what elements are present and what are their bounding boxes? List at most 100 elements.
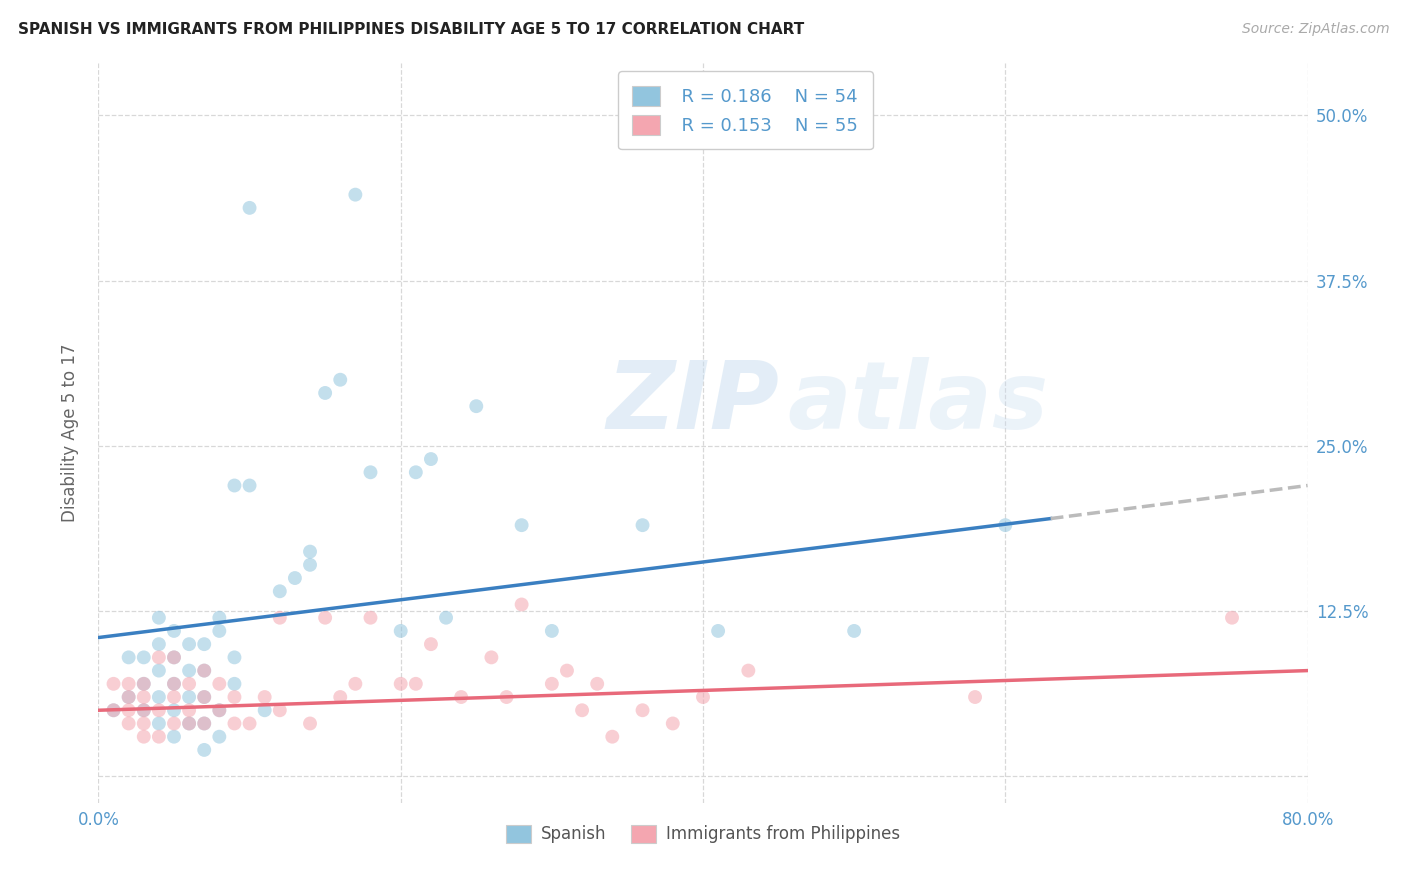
Point bbox=[193, 716, 215, 731]
Point bbox=[193, 743, 215, 757]
Point bbox=[224, 716, 246, 731]
Point bbox=[179, 637, 201, 651]
Point bbox=[103, 677, 125, 691]
Point bbox=[661, 716, 683, 731]
Point bbox=[208, 730, 231, 744]
Point bbox=[132, 703, 155, 717]
Point bbox=[118, 690, 141, 704]
Point bbox=[208, 624, 231, 638]
Point bbox=[163, 677, 186, 691]
Point bbox=[193, 664, 215, 678]
Point bbox=[179, 664, 201, 678]
Point bbox=[148, 716, 170, 731]
Point bbox=[510, 518, 533, 533]
Text: ZIP: ZIP bbox=[606, 357, 779, 449]
Point bbox=[163, 677, 186, 691]
Point bbox=[163, 703, 186, 717]
Point bbox=[284, 571, 307, 585]
Point bbox=[132, 703, 155, 717]
Point bbox=[269, 611, 291, 625]
Point bbox=[299, 716, 322, 731]
Point bbox=[163, 690, 186, 704]
Text: SPANISH VS IMMIGRANTS FROM PHILIPPINES DISABILITY AGE 5 TO 17 CORRELATION CHART: SPANISH VS IMMIGRANTS FROM PHILIPPINES D… bbox=[18, 22, 804, 37]
Point bbox=[631, 518, 654, 533]
Point bbox=[148, 664, 170, 678]
Point bbox=[737, 664, 759, 678]
Point bbox=[239, 201, 262, 215]
Point bbox=[224, 478, 246, 492]
Point bbox=[148, 703, 170, 717]
Text: Source: ZipAtlas.com: Source: ZipAtlas.com bbox=[1241, 22, 1389, 37]
Point bbox=[239, 478, 262, 492]
Point bbox=[193, 664, 215, 678]
Point bbox=[148, 730, 170, 744]
Point bbox=[692, 690, 714, 704]
Point bbox=[434, 611, 457, 625]
Point bbox=[179, 703, 201, 717]
Point bbox=[193, 690, 215, 704]
Point bbox=[148, 611, 170, 625]
Point bbox=[253, 690, 276, 704]
Point bbox=[132, 716, 155, 731]
Point bbox=[163, 650, 186, 665]
Point bbox=[314, 386, 336, 401]
Point bbox=[224, 677, 246, 691]
Point bbox=[193, 716, 215, 731]
Point bbox=[329, 690, 352, 704]
Point bbox=[179, 677, 201, 691]
Point bbox=[555, 664, 578, 678]
Point bbox=[450, 690, 472, 704]
Point bbox=[224, 690, 246, 704]
Point bbox=[163, 624, 186, 638]
Point bbox=[481, 650, 503, 665]
Point bbox=[360, 611, 382, 625]
Point bbox=[148, 650, 170, 665]
Point bbox=[269, 703, 291, 717]
Point bbox=[103, 703, 125, 717]
Point bbox=[299, 558, 322, 572]
Point bbox=[420, 452, 443, 467]
Point bbox=[994, 518, 1017, 533]
Point bbox=[118, 716, 141, 731]
Point bbox=[132, 650, 155, 665]
Point bbox=[208, 677, 231, 691]
Point bbox=[224, 650, 246, 665]
Point bbox=[193, 637, 215, 651]
Point bbox=[586, 677, 609, 691]
Point bbox=[163, 650, 186, 665]
Point bbox=[707, 624, 730, 638]
Point bbox=[148, 637, 170, 651]
Point bbox=[132, 690, 155, 704]
Point bbox=[540, 624, 562, 638]
Point bbox=[253, 703, 276, 717]
Point bbox=[389, 677, 412, 691]
Point bbox=[405, 677, 427, 691]
Point bbox=[179, 690, 201, 704]
Point bbox=[495, 690, 517, 704]
Point bbox=[344, 187, 367, 202]
Point bbox=[344, 677, 367, 691]
Point bbox=[193, 690, 215, 704]
Point bbox=[118, 650, 141, 665]
Point bbox=[118, 690, 141, 704]
Point bbox=[405, 465, 427, 479]
Point bbox=[132, 730, 155, 744]
Point bbox=[510, 598, 533, 612]
Text: atlas: atlas bbox=[787, 357, 1049, 449]
Point bbox=[314, 611, 336, 625]
Point bbox=[118, 703, 141, 717]
Point bbox=[239, 716, 262, 731]
Point bbox=[118, 677, 141, 691]
Point bbox=[844, 624, 866, 638]
Point bbox=[602, 730, 624, 744]
Point bbox=[329, 373, 352, 387]
Legend: Spanish, Immigrants from Philippines: Spanish, Immigrants from Philippines bbox=[499, 818, 907, 850]
Point bbox=[269, 584, 291, 599]
Point bbox=[465, 399, 488, 413]
Point bbox=[179, 716, 201, 731]
Point bbox=[132, 677, 155, 691]
Point bbox=[179, 716, 201, 731]
Point bbox=[420, 637, 443, 651]
Point bbox=[965, 690, 987, 704]
Point bbox=[1220, 611, 1243, 625]
